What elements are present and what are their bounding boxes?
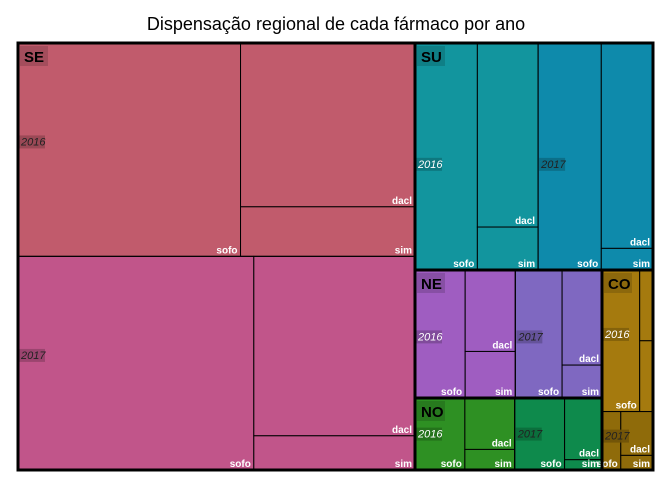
year-label-2016: 2016 [604, 329, 630, 341]
year-label-2016: 2016 [417, 159, 443, 171]
year-label-bg [603, 429, 629, 443]
drug-label-sofo: sofo [577, 259, 598, 270]
year-group-co-2017: sofo dacl sim 2017 [597, 411, 654, 471]
year-label-bg [19, 135, 45, 149]
cell-co-2016-sim [639, 340, 654, 413]
drug-label-sofo: sofo [216, 245, 237, 256]
drug-label-sim: sim [395, 245, 412, 256]
drug-label-dacl: dacl [579, 449, 599, 460]
year-label-2016: 2016 [417, 331, 443, 343]
cell-no-2017-dacl [564, 397, 603, 461]
year-group-se-2016: sofo dacl sim 2016 [17, 42, 416, 257]
cell-su-2017-dacl [600, 42, 654, 249]
drug-label-sim: sim [633, 259, 650, 270]
year-label-bg [603, 327, 629, 341]
region-label-se: SE [24, 49, 44, 66]
year-group-ne-2017: sofo dacl sim 2017 [514, 269, 603, 399]
cell-se-2017-sofo [17, 255, 255, 471]
region-ne: sofo dacl sim 2016 sofo dacl sim 2017 NE [413, 268, 604, 400]
region-label-bg [417, 273, 445, 293]
drug-label-sim: sim [395, 459, 412, 470]
drug-label-sim: sim [495, 387, 512, 398]
region-label-bg [417, 46, 445, 66]
drug-label-sofo: sofo [538, 387, 559, 398]
drug-label-sim: sim [582, 387, 599, 398]
drug-label-dacl: dacl [492, 438, 512, 449]
year-label-bg [516, 330, 543, 344]
cell-co-2016-dacl [639, 269, 654, 342]
year-label-2017: 2017 [604, 431, 630, 443]
drug-label-sim: sim [518, 259, 535, 270]
cell-ne-2016-dacl [464, 269, 516, 352]
region-label-ne: NE [421, 276, 442, 293]
drug-label-sim: sim [633, 459, 650, 470]
year-label-2017: 2017 [20, 350, 46, 362]
drug-label-sofo: sofo [540, 459, 561, 470]
drug-label-sofo: sofo [230, 459, 251, 470]
cell-se-2017-dacl [253, 255, 416, 437]
year-label-bg [416, 330, 442, 344]
drug-label-dacl: dacl [579, 354, 599, 365]
year-group-se-2017: sofo dacl sim 2017 [17, 255, 416, 471]
year-label-bg [19, 348, 45, 362]
year-label-bg [539, 157, 566, 171]
cell-se-2016-dacl [240, 42, 416, 208]
region-label-su: SU [421, 49, 442, 66]
region-label-no: NO [421, 404, 444, 421]
drug-label-dacl: dacl [515, 216, 535, 227]
year-group-co-2016: sofo 2016 [601, 269, 654, 413]
region-border-co [600, 268, 655, 472]
cell-ne-2016-sim [464, 350, 516, 399]
year-group-su-2016: sofo dacl sim 2016 [414, 42, 539, 271]
drug-label-dacl: dacl [492, 340, 512, 351]
drug-label-dacl: dacl [392, 196, 412, 207]
drug-label-sim: sim [582, 459, 599, 470]
cell-su-2016-dacl [476, 42, 539, 228]
region-label-bg [20, 46, 48, 66]
year-label-bg [416, 427, 442, 441]
chart-title: Dispensação regional de cada fármaco por… [146, 14, 526, 34]
drug-label-sofo: sofo [441, 387, 462, 398]
year-label-2017: 2017 [540, 159, 566, 171]
year-label-2017: 2017 [517, 429, 543, 441]
drug-label-sim: sim [494, 459, 511, 470]
cell-su-2017-sofo [537, 42, 602, 271]
cell-se-2017-sim [253, 435, 416, 471]
drug-label-dacl: dacl [630, 237, 650, 248]
cell-se-2016-sim [240, 206, 416, 257]
drug-label-dacl: dacl [392, 425, 412, 436]
cell-se-2016-sofo [17, 42, 242, 257]
cell-su-2016-sofo [414, 42, 478, 271]
cell-su-2016-sim [476, 226, 539, 271]
cell-ne-2017-dacl [561, 269, 603, 366]
drug-label-sofo: sofo [453, 259, 474, 270]
region-co: sofo 2016 sofo dacl sim 2017 CO [597, 268, 655, 472]
drug-label-dacl: dacl [630, 444, 650, 455]
region-label-bg [417, 401, 445, 421]
year-label-2016: 2016 [20, 136, 46, 148]
year-label-bg [416, 157, 442, 171]
year-group-su-2017: sofo dacl sim 2017 [537, 42, 654, 271]
region-label-bg [604, 273, 632, 293]
year-label-bg [515, 427, 542, 441]
year-label-2016: 2016 [417, 429, 443, 441]
drug-label-sofo: sofo [616, 401, 637, 412]
year-label-2017: 2017 [517, 331, 543, 343]
drug-label-sofo: sofo [441, 459, 462, 470]
cell-no-2016-dacl [464, 397, 516, 450]
region-se: sofo dacl sim 2016 sofo dacl sim 2017 SE [16, 41, 417, 472]
drug-label-sofo: sofo [597, 459, 618, 470]
region-label-co: CO [608, 276, 631, 293]
region-su: sofo dacl sim 2016 sofo dacl sim 2017 SU [413, 41, 655, 272]
